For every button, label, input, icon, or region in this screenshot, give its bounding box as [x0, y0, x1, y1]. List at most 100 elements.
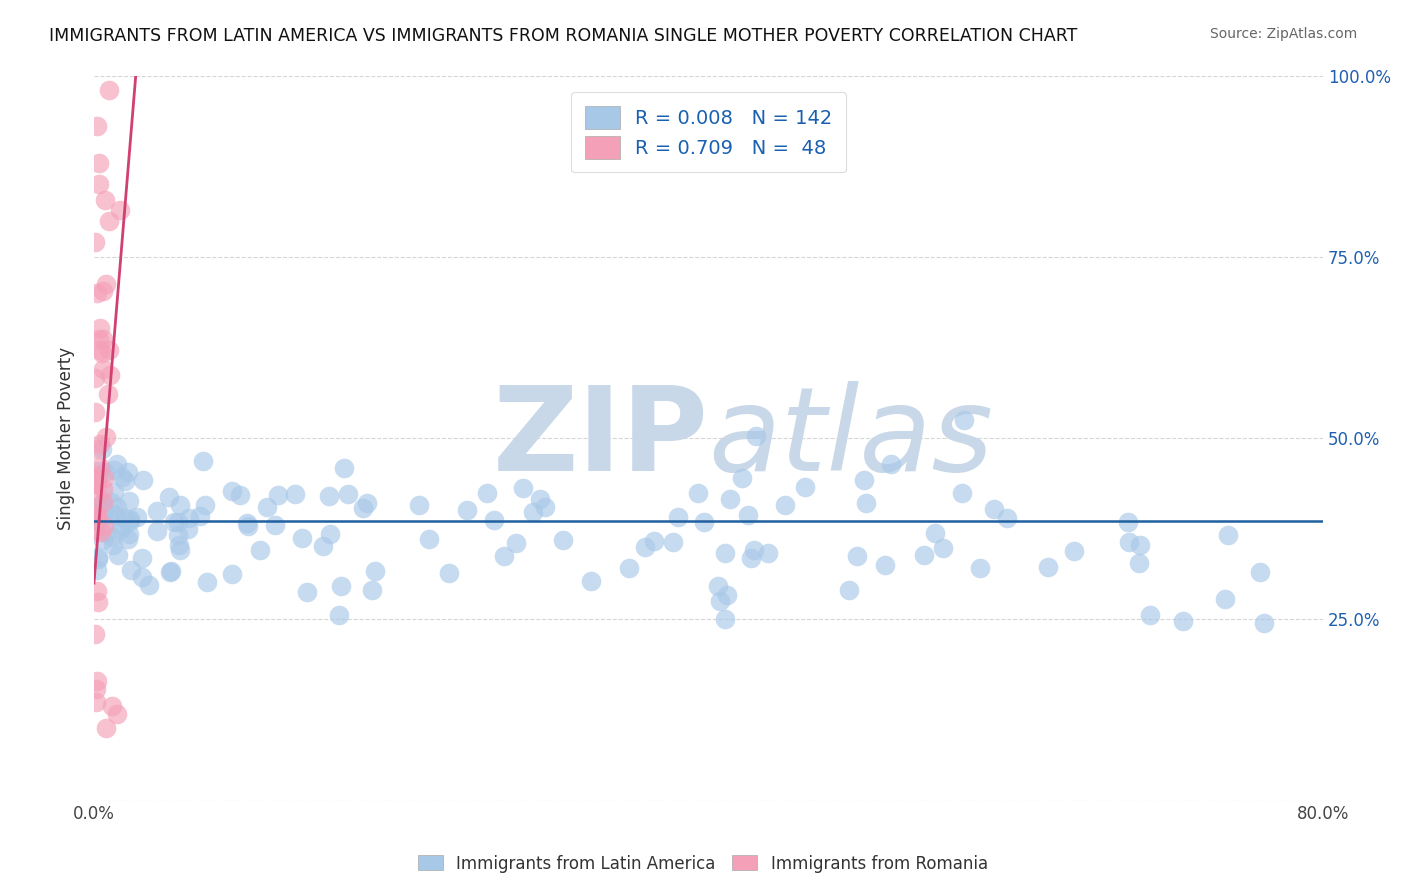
Point — [522, 505, 544, 519]
Point — [89, 343, 111, 357]
Point — [505, 535, 527, 549]
Point — [100, 495, 122, 509]
Point — [1036, 560, 1059, 574]
Point — [118, 512, 141, 526]
Point — [94, 429, 117, 443]
Point — [249, 542, 271, 557]
Point — [86, 695, 108, 709]
Point — [160, 564, 183, 578]
Point — [89, 321, 111, 335]
Point — [107, 549, 129, 563]
Point — [284, 486, 307, 500]
Point — [111, 518, 134, 533]
Point — [740, 551, 762, 566]
Point — [96, 277, 118, 292]
Point — [94, 525, 117, 540]
Point — [1063, 544, 1085, 558]
Point — [756, 545, 779, 559]
Point — [969, 561, 991, 575]
Point — [295, 585, 318, 599]
Point — [686, 486, 709, 500]
Point — [105, 706, 128, 721]
Point — [408, 498, 430, 512]
Point — [579, 574, 602, 588]
Point — [105, 458, 128, 472]
Point — [188, 509, 211, 524]
Point — [855, 495, 877, 509]
Point — [707, 578, 730, 592]
Point — [86, 507, 108, 521]
Point — [718, 491, 741, 506]
Point — [104, 509, 127, 524]
Point — [731, 471, 754, 485]
Point — [96, 721, 118, 735]
Point — [98, 214, 121, 228]
Point — [159, 565, 181, 579]
Point — [103, 463, 125, 477]
Point — [90, 524, 112, 539]
Point — [163, 515, 186, 529]
Point — [91, 442, 114, 457]
Point — [131, 550, 153, 565]
Point — [83, 476, 105, 491]
Point — [713, 612, 735, 626]
Point — [709, 594, 731, 608]
Point — [93, 510, 115, 524]
Point — [86, 120, 108, 134]
Point — [912, 549, 935, 563]
Point — [229, 487, 252, 501]
Point — [318, 490, 340, 504]
Point — [1249, 565, 1271, 579]
Point — [643, 534, 665, 549]
Point — [90, 509, 112, 524]
Point — [94, 465, 117, 479]
Point — [86, 488, 108, 502]
Point — [91, 498, 114, 512]
Point — [169, 498, 191, 512]
Point — [146, 524, 169, 538]
Point — [169, 542, 191, 557]
Point — [120, 514, 142, 528]
Point — [512, 481, 534, 495]
Point — [93, 471, 115, 485]
Point — [330, 579, 353, 593]
Point — [263, 518, 285, 533]
Text: IMMIGRANTS FROM LATIN AMERICA VS IMMIGRANTS FROM ROMANIA SINGLE MOTHER POVERTY C: IMMIGRANTS FROM LATIN AMERICA VS IMMIGRA… — [49, 27, 1077, 45]
Point — [482, 513, 505, 527]
Point — [89, 460, 111, 475]
Point — [103, 484, 125, 499]
Point — [1171, 615, 1194, 629]
Point — [1253, 615, 1275, 630]
Point — [93, 518, 115, 533]
Point — [352, 501, 374, 516]
Point — [91, 482, 114, 496]
Point — [87, 595, 110, 609]
Point — [773, 498, 796, 512]
Point — [328, 608, 350, 623]
Point — [221, 566, 243, 581]
Point — [83, 471, 105, 485]
Text: atlas: atlas — [709, 381, 994, 495]
Point — [1216, 527, 1239, 541]
Point — [86, 514, 108, 528]
Point — [86, 286, 108, 301]
Point — [238, 519, 260, 533]
Point — [492, 549, 515, 563]
Point — [118, 526, 141, 541]
Point — [875, 558, 897, 572]
Point — [456, 503, 478, 517]
Point — [852, 474, 875, 488]
Point — [101, 538, 124, 552]
Point — [120, 563, 142, 577]
Point — [91, 362, 114, 376]
Point — [101, 530, 124, 544]
Legend: R = 0.008   N = 142, R = 0.709   N =  48: R = 0.008 N = 142, R = 0.709 N = 48 — [571, 93, 846, 172]
Point — [83, 627, 105, 641]
Point — [617, 560, 640, 574]
Point — [87, 155, 110, 169]
Point — [714, 546, 737, 560]
Legend: Immigrants from Latin America, Immigrants from Romania: Immigrants from Latin America, Immigrant… — [412, 848, 994, 880]
Point — [1118, 534, 1140, 549]
Point — [87, 552, 110, 566]
Point — [84, 510, 107, 524]
